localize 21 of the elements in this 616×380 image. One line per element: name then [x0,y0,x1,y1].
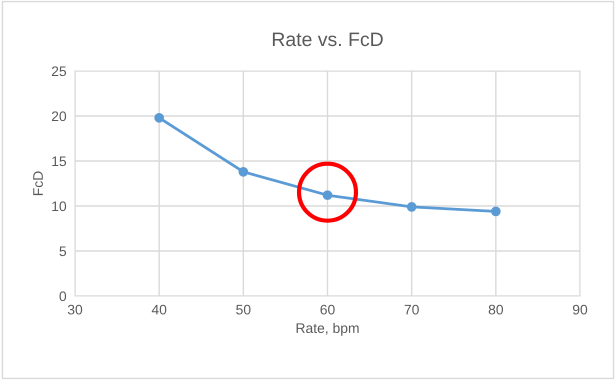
point [154,112,164,123]
x-tick-label: 30 [68,304,82,315]
point [406,202,417,212]
x-axis-title: Rate, bpm [296,322,359,336]
x-tick-label: 50 [236,304,251,315]
x-tick-label: 70 [404,304,419,315]
y-axis-title: FcD [33,171,43,196]
x-tick-label: 80 [488,304,504,315]
x-tick-label: 60 [320,304,335,315]
point [490,206,501,216]
x-tick-label: 90 [572,304,588,315]
y-tick-label: 5 [60,246,66,256]
x-tick-label: 40 [152,304,166,315]
y-tick-label: 20 [52,111,66,122]
y-tick-label: 0 [59,291,66,302]
y-tick-label: 25 [52,66,66,76]
point [238,166,248,177]
y-tick-label: 10 [52,201,66,212]
point [322,190,332,200]
chart-title: Rate vs. FcD [272,32,383,46]
y-tick-label: 15 [52,156,66,166]
